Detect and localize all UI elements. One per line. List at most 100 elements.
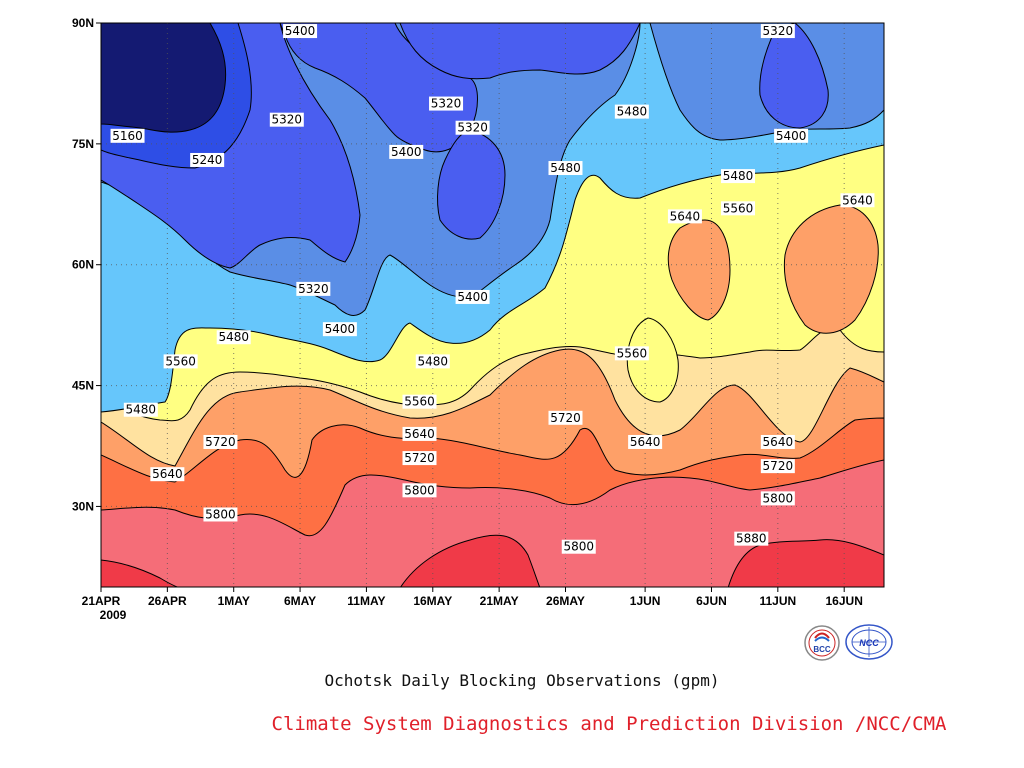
blob-5320-mid	[437, 129, 506, 240]
contour-label-text: 5720	[550, 411, 581, 425]
x-tick-label: 26MAY	[546, 594, 585, 608]
contour-label-text: 5400	[457, 290, 488, 304]
contour-label-text: 5560	[165, 354, 196, 368]
contour-label-text: 5560	[723, 201, 754, 215]
contour-label-text: 5800	[404, 483, 435, 497]
contour-label-box	[283, 24, 318, 39]
x-axis: 21APR 26APR 1MAY 6MAY 11MAY 16MAY 21MAY 26MAY 1J…	[82, 587, 863, 608]
contour-label: 5800	[402, 483, 437, 498]
contour-label: 5560	[614, 346, 649, 361]
contour-label-box	[614, 346, 649, 361]
contour-label: 5240	[190, 152, 225, 167]
contour-label-box	[150, 467, 185, 482]
contour-label-box	[203, 507, 238, 522]
band-above-5960-left	[101, 559, 180, 587]
contour-fills	[101, 23, 884, 587]
blob-5320-right	[759, 23, 829, 129]
contour-label-box	[216, 330, 251, 345]
contour-label: 5480	[721, 169, 756, 184]
y-tick-label: 45N	[72, 379, 94, 393]
x-tick-label: 21APR	[82, 594, 121, 608]
contour-label-box	[548, 161, 583, 176]
contour-label: 5480	[415, 354, 450, 369]
contour-label: 5720	[548, 410, 583, 425]
contour-label: 5720	[203, 434, 238, 449]
contour-label: 5400	[774, 128, 809, 143]
contour-label-box	[296, 281, 331, 296]
contour-label-text: 5480	[550, 161, 581, 175]
contour-label: 5400	[283, 24, 318, 39]
contour-label: 5320	[296, 281, 331, 296]
contour-label-text: 5800	[763, 491, 794, 505]
contour-label-text: 5320	[457, 121, 488, 135]
credit-line: Climate System Diagnostics and Predictio…	[271, 713, 947, 735]
contour-label: 5480	[614, 104, 649, 119]
y-tick-label: 90N	[72, 16, 94, 30]
contour-labels: 5400 5320 5160 5240 5320 5400 5320 5320 5480 5400…	[110, 24, 875, 554]
contour-label-text: 5560	[404, 395, 435, 409]
contour-label-text: 5800	[563, 540, 594, 554]
contour-label-box	[389, 144, 424, 159]
contour-label-box	[402, 483, 437, 498]
contour-label-box	[269, 112, 304, 127]
contour-label-text: 5320	[272, 113, 303, 127]
contour-label: 5640	[402, 426, 437, 441]
contour-label-text: 5800	[205, 507, 236, 521]
contour-label-box	[721, 201, 756, 216]
contour-label-box	[429, 96, 464, 111]
contour-label-text: 5640	[670, 209, 701, 223]
contour-label-box	[667, 209, 702, 224]
contour-label: 5640	[628, 434, 663, 449]
blob-5640-b	[783, 204, 879, 334]
contour-label: 5480	[216, 330, 251, 345]
contour-label: 5800	[760, 491, 795, 506]
contour-label: 5480	[123, 402, 158, 417]
contour-label-text: 5640	[842, 193, 873, 207]
x-tick-label: 1JUN	[630, 594, 661, 608]
contour-label-box	[110, 128, 145, 143]
contour-label: 5160	[110, 128, 145, 143]
contour-label-text: 5480	[418, 354, 449, 368]
contour-label-box	[561, 539, 596, 554]
contour-label-box	[123, 402, 158, 417]
contour-label: 5480	[548, 161, 583, 176]
contour-label: 5320	[269, 112, 304, 127]
x-tick-label: 6JUN	[696, 594, 727, 608]
bcc-logo: BCC	[804, 625, 840, 661]
contour-label: 5800	[561, 539, 596, 554]
contour-label: 5640	[667, 209, 702, 224]
contour-label-box	[455, 120, 490, 135]
contour-label: 5560	[163, 354, 198, 369]
x-tick-label: 21MAY	[480, 594, 519, 608]
contour-label-box	[614, 104, 649, 119]
contour-label: 5880	[734, 531, 769, 546]
band-below-5160	[101, 23, 227, 133]
contour-label-text: 5880	[736, 532, 767, 546]
contour-label-text: 5480	[126, 403, 157, 417]
x-tick-label: 11JUN	[759, 594, 796, 608]
x-tick-label: 6MAY	[284, 594, 316, 608]
x-tick-label: 16JUN	[826, 594, 863, 608]
contour-label-text: 5240	[192, 153, 223, 167]
contour-label-text: 5480	[218, 330, 249, 344]
contour-label: 5320	[760, 24, 795, 39]
contour-label: 5400	[322, 322, 357, 337]
contour-label-text: 5640	[152, 467, 183, 481]
contour-label-text: 5720	[205, 435, 236, 449]
band-5880-5960	[101, 459, 884, 587]
ncc-logo-text: NCC	[859, 638, 879, 648]
contour-label-text: 5400	[391, 145, 422, 159]
contour-label-box	[163, 354, 198, 369]
contour-label: 5720	[760, 459, 795, 474]
contour-label-box	[548, 410, 583, 425]
contour-label-box	[774, 128, 809, 143]
contour-label: 5560	[402, 394, 437, 409]
chart-title: Ochotsk Daily Blocking Observations (gpm…	[324, 671, 720, 690]
contour-label-box	[190, 152, 225, 167]
contour-label-box	[402, 451, 437, 466]
contour-label-box	[721, 169, 756, 184]
plot-frame	[100, 22, 885, 588]
contour-label-box	[840, 193, 875, 208]
contour-label-text: 5400	[325, 322, 356, 336]
year-label: 2009	[100, 608, 127, 622]
